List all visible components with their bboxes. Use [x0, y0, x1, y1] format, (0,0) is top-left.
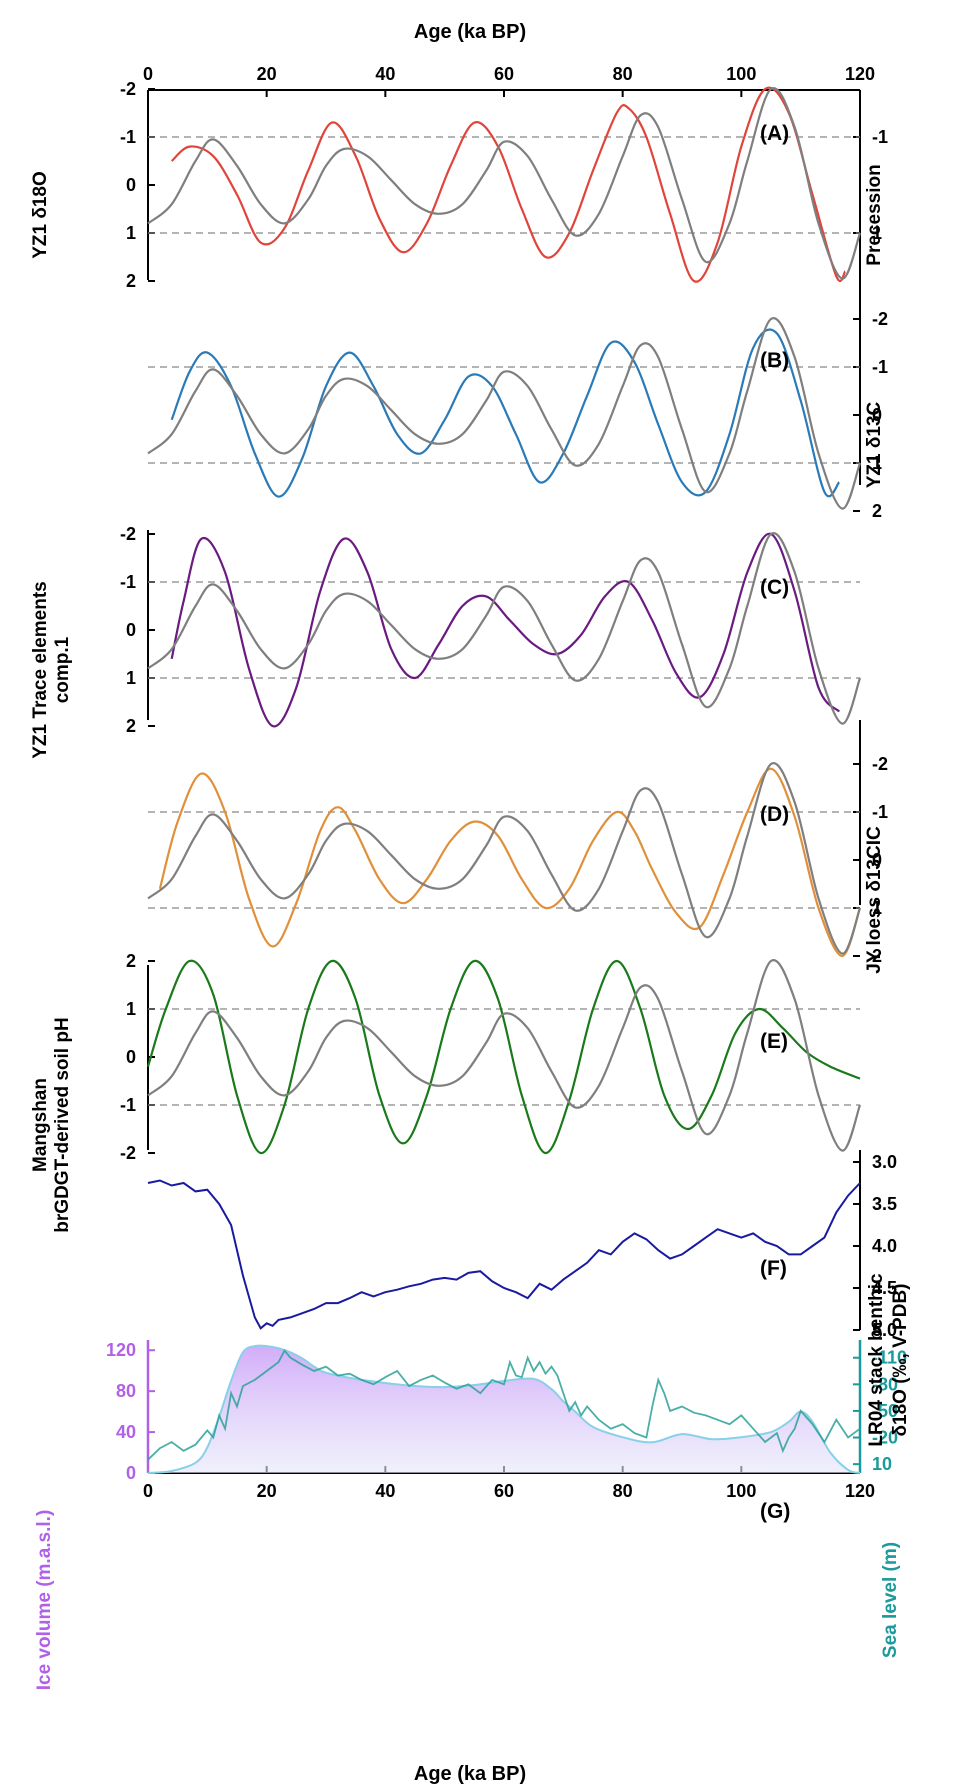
panel-c-left-label-line2: comp.1: [52, 636, 73, 703]
bottom-x-tick-label: 40: [375, 1481, 395, 1501]
panel-b-right-tick-label: -2: [872, 309, 888, 329]
panel-label-a: (A): [760, 122, 789, 145]
panel-c-left-tick-label: 0: [126, 620, 136, 640]
panel-f-right-tick-label: 3.5: [872, 1194, 897, 1214]
panel-c-left-label-line1: YZ1 Trace elements: [30, 581, 51, 758]
panel-f-right-tick-label: 5.0: [872, 1320, 897, 1340]
panel-a-record-line: [170, 86, 847, 283]
panel-d-precession-line: [147, 762, 862, 955]
panel-e-left-tick-label: -2: [120, 1143, 136, 1163]
panel-g-right-tick-label: -20: [872, 1428, 898, 1448]
panel-a-left-label: YZ1 δ18O: [30, 171, 51, 259]
top-x-tick-label: 80: [613, 64, 633, 84]
panel-g-left-label: Ice volume (m.a.s.l.): [34, 1510, 55, 1691]
panel-e-record-line: [146, 959, 861, 1155]
panel-a-left-tick-label: 1: [126, 223, 136, 243]
panel-g-right-label: Sea level (m): [880, 1542, 901, 1658]
panel-c-left-tick-label: -2: [120, 524, 136, 544]
panel-a-right-tick-label: 1: [872, 223, 882, 243]
panel-e-left-tick-label: 0: [126, 1047, 136, 1067]
top-x-tick-label: 60: [494, 64, 514, 84]
panel-a-left-tick-label: 0: [126, 175, 136, 195]
panel-g-right-tick-label: -80: [872, 1374, 898, 1394]
panel-label-f: (F): [760, 1257, 787, 1280]
panel-b-right-tick-label: -1: [872, 357, 888, 377]
panel-d-right-tick-label: -2: [872, 754, 888, 774]
panel-f-right-label-line2: δ18O (‰, V-PDB): [890, 1284, 911, 1437]
panel-c-precession-line: [147, 532, 862, 725]
panel-b-right-tick-label: 0: [872, 405, 882, 425]
panel-e-left-label-line1: Mangshan: [30, 1078, 51, 1172]
panel-g-right-tick-label: -110: [872, 1348, 907, 1368]
panel-e-left-tick-label: -1: [120, 1095, 136, 1115]
panel-g-sea-level-line: [147, 1348, 861, 1461]
bottom-x-tick-label: 100: [726, 1481, 756, 1501]
bottom-x-tick-label: 0: [143, 1481, 153, 1501]
bottom-x-tick-label: 20: [257, 1481, 277, 1501]
panel-label-b: (B): [760, 349, 789, 372]
panel-a-left-tick-label: -2: [120, 79, 136, 99]
panel-f-right-tick-label: 4.0: [872, 1236, 897, 1256]
panel-g-ice-volume-area: [148, 1345, 860, 1473]
panel-a-right-tick-label: -1: [872, 127, 888, 147]
top-x-tick-label: 120: [845, 64, 875, 84]
top-x-axis-label: Age (ka BP): [414, 21, 526, 43]
panel-e-precession-line: [147, 959, 862, 1152]
panel-d-right-tick-label: 2: [872, 946, 882, 966]
bottom-x-tick-label: 60: [494, 1481, 514, 1501]
panel-c-left-tick-label: 1: [126, 668, 136, 688]
panel-f-right-tick-label: 4.5: [872, 1278, 897, 1298]
axes-layer: 002020404060608080100100120120-2-1012-11…: [106, 64, 907, 1501]
panel-c-record-line: [170, 532, 841, 728]
panel-d-right-label: JY loess δ13CIC: [864, 826, 885, 974]
bottom-x-tick-label: 80: [613, 1481, 633, 1501]
panel-g-ice-volume-outline: [147, 1344, 861, 1474]
panel-label-g: (G): [760, 1500, 790, 1523]
panel-b-record-line: [170, 328, 841, 498]
panel-g-left-tick-label: 80: [116, 1381, 136, 1401]
panel-g-left-tick-label: 0: [126, 1463, 136, 1483]
panel-b-precession-line: [147, 317, 862, 510]
panel-b-right-tick-label: 2: [872, 501, 882, 521]
panel-a-right-label: Precession: [864, 164, 885, 265]
panel-e-left-tick-label: 2: [126, 951, 136, 971]
panel-f-lr04-line: [147, 1179, 861, 1330]
data-layer: [146, 86, 862, 1474]
panel-f-right-label-line1: LR04 stack benthic: [866, 1273, 887, 1447]
bottom-x-axis-label: Age (ka BP): [414, 1763, 526, 1785]
panel-label-e: (E): [760, 1030, 788, 1053]
panel-e-left-tick-label: 1: [126, 999, 136, 1019]
panel-b-right-label: YZ1 δ13C: [864, 401, 885, 488]
panel-c-left-tick-label: 2: [126, 716, 136, 736]
panel-a-left-tick-label: -1: [120, 127, 136, 147]
top-x-tick-label: 0: [143, 64, 153, 84]
panel-g-left-tick-label: 40: [116, 1422, 136, 1442]
panel-d-record-line: [158, 767, 862, 958]
panel-b-right-tick-label: 1: [872, 453, 882, 473]
panel-label-d: (D): [760, 803, 789, 826]
panel-g-right-tick-label: 10: [872, 1454, 892, 1474]
panel-d-right-tick-label: 0: [872, 850, 882, 870]
panel-e-left-label-line2: brGDGT-derived soil pH: [52, 1017, 73, 1232]
panel-a-left-tick-label: 2: [126, 271, 136, 291]
panel-label-c: (C): [760, 576, 789, 599]
panel-a-precession-line: [147, 87, 862, 280]
top-x-tick-label: 20: [257, 64, 277, 84]
top-x-tick-label: 40: [375, 64, 395, 84]
panel-d-right-tick-label: 1: [872, 898, 882, 918]
panel-c-left-tick-label: -1: [120, 572, 136, 592]
panel-d-right-tick-label: -1: [872, 802, 888, 822]
panel-g-left-tick-label: 120: [106, 1340, 136, 1360]
panel-f-right-tick-label: 3.0: [872, 1152, 897, 1172]
top-x-tick-label: 100: [726, 64, 756, 84]
bottom-x-tick-label: 120: [845, 1481, 875, 1501]
panel-g-right-tick-label: -50: [872, 1401, 898, 1421]
